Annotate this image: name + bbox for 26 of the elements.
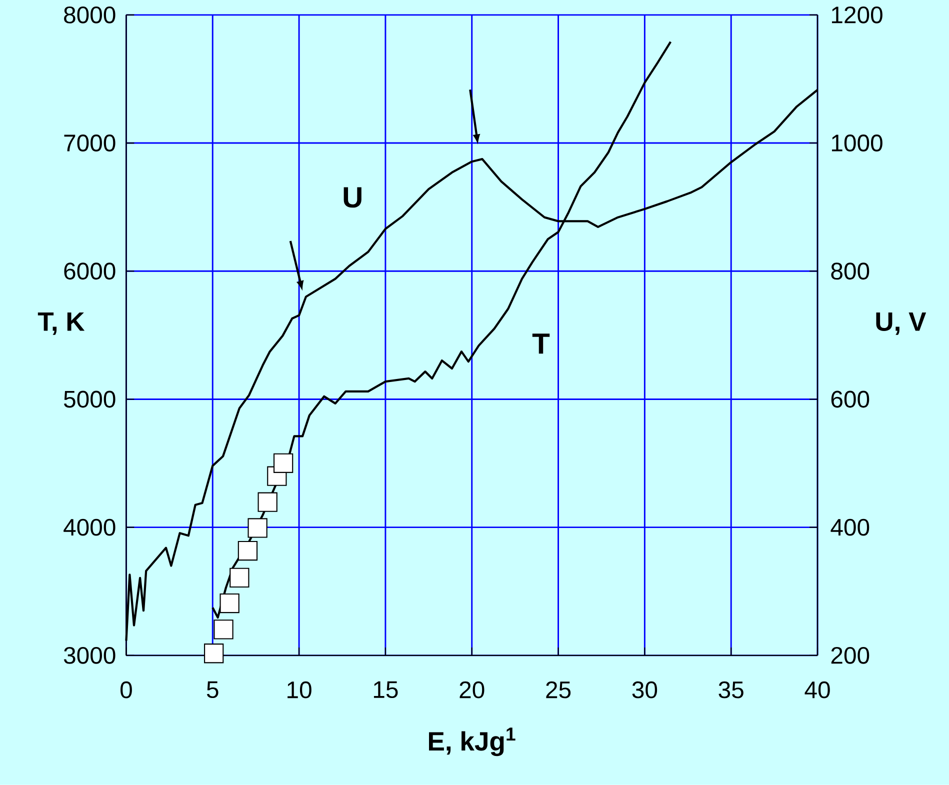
x-tick-label: 10 [288,681,312,698]
y2-tick-label: 600 [831,390,870,408]
x-tick-label: 5 [206,681,218,698]
x-tick-label: 25 [546,681,571,698]
y-tick-label: 5000 [64,390,116,408]
y-axis-title: T, K [38,312,85,335]
y-tick-label: 4000 [64,518,116,536]
y-tick-label: 7000 [64,134,116,152]
y-tick-label: 3000 [64,646,116,664]
y2-tick-label: 1200 [832,6,882,24]
y2-tick-label: 200 [831,646,870,664]
y2-tick-label: 1000 [832,134,882,152]
y2-tick-label: 400 [830,518,870,536]
x-tick-label: 30 [632,681,658,698]
x-tick-label: 35 [718,681,744,698]
series-label: U [344,187,362,208]
y-tick-label: 8000 [64,6,116,24]
x-tick-label: 20 [460,681,484,698]
x-tick-label: 40 [804,681,830,698]
x-axis-title: E, kJg$^{1}$ [429,728,516,756]
x-tick-label: 15 [374,681,398,698]
y2-tick-label: 800 [831,262,870,280]
x-tick-label: 0 [120,681,132,698]
y2-axis-title: U, V [876,312,926,335]
series-label: T [532,334,550,354]
y-tick-label: 6000 [64,262,116,280]
